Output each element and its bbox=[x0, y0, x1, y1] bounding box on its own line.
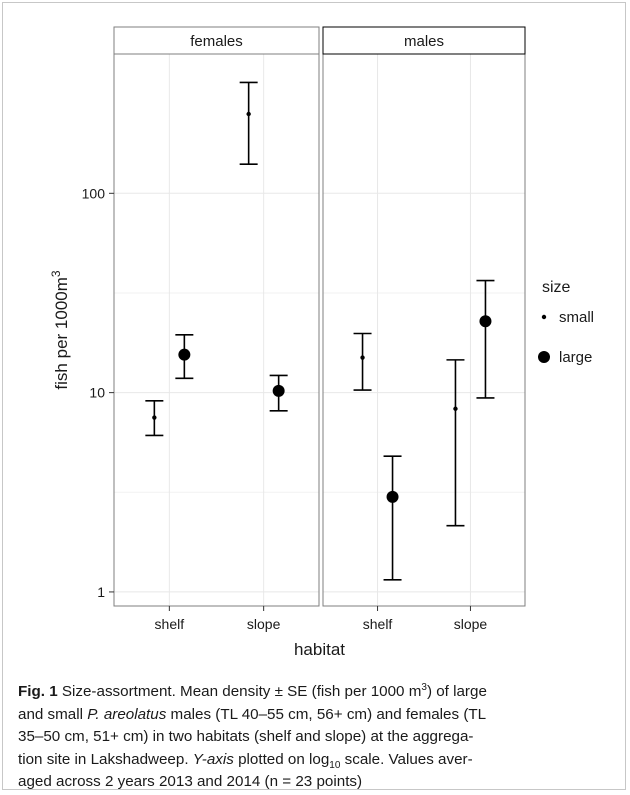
y-axis-title: fish per 1000m3 bbox=[49, 270, 71, 389]
strip-label-females: females bbox=[190, 33, 243, 50]
caption-inline: Y-axis bbox=[192, 750, 234, 768]
panel-females bbox=[113, 53, 320, 607]
caption-line: aged across 2 years 2013 and 2014 (n = 2… bbox=[18, 773, 363, 791]
point-large bbox=[386, 490, 399, 503]
legend-label-large: large bbox=[559, 349, 592, 366]
legend-key-small bbox=[541, 314, 547, 320]
legend-label-small: small bbox=[559, 309, 594, 326]
caption-inline: P. areolatus bbox=[87, 705, 167, 723]
strip-females bbox=[113, 26, 320, 55]
x-tick-label: shelf bbox=[363, 616, 393, 632]
caption-line: tion site in Lakshadweep. Y-axis plotted… bbox=[18, 750, 473, 771]
point-small bbox=[360, 355, 365, 360]
chart-area: females shelf slope males shelf slope 1 10 100 ha… bbox=[49, 26, 594, 659]
legend-key-large bbox=[538, 351, 550, 363]
caption-inline: 3 bbox=[421, 681, 427, 693]
y-tick-label: 1 bbox=[97, 584, 105, 600]
strip-label-males: males bbox=[404, 33, 444, 50]
y-tick-label: 100 bbox=[82, 185, 106, 201]
point-small bbox=[152, 415, 157, 420]
y-tick-label: 10 bbox=[89, 385, 105, 401]
caption-line: 35–50 cm, 51+ cm) in two habitats (shelf… bbox=[18, 728, 474, 746]
legend-title: size bbox=[542, 279, 571, 296]
caption-inline: 10 bbox=[329, 759, 341, 771]
caption-line: and small P. areolatus males (TL 40–55 c… bbox=[18, 705, 487, 723]
x-tick-label: slope bbox=[247, 616, 281, 632]
point-small bbox=[246, 111, 251, 117]
x-axis-title: habitat bbox=[294, 640, 345, 659]
panel-males bbox=[322, 53, 526, 607]
strip-males bbox=[322, 26, 526, 55]
x-tick-label: slope bbox=[454, 616, 488, 632]
caption-line: Fig. 1 Size-assortment. Mean density ± S… bbox=[18, 681, 487, 700]
point-large bbox=[479, 315, 492, 328]
figure-caption: Fig. 1 Size-assortment. Mean density ± S… bbox=[18, 681, 618, 794]
caption-figure-label: Fig. 1 bbox=[18, 683, 58, 700]
point-large bbox=[272, 384, 285, 397]
point-small bbox=[453, 406, 458, 411]
point-large bbox=[178, 348, 191, 361]
y-axis-title-superscript: 3 bbox=[49, 270, 63, 277]
x-tick-label: shelf bbox=[155, 616, 185, 632]
